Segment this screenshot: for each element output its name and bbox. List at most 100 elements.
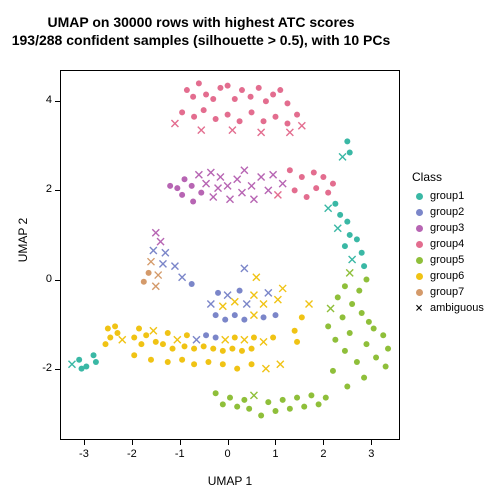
scatter-point-dot	[191, 114, 197, 120]
scatter-point-dot	[165, 359, 171, 365]
scatter-point-x	[150, 247, 157, 254]
legend-dot-icon	[412, 269, 426, 283]
legend-label: group3	[430, 222, 464, 234]
scatter-point-dot	[182, 176, 188, 182]
scatter-point-x	[270, 171, 277, 178]
scatter-point-dot	[210, 346, 216, 352]
scatter-point-x	[207, 169, 214, 176]
legend-item: group4	[412, 236, 498, 252]
scatter-point-dot	[299, 314, 305, 320]
scatter-point-dot	[225, 112, 231, 118]
scatter-point-x	[171, 263, 178, 270]
scatter-point-dot	[220, 361, 226, 367]
scatter-point-x	[179, 274, 186, 281]
y-tick	[55, 101, 60, 102]
scatter-point-x	[215, 185, 222, 192]
scatter-point-dot	[359, 310, 365, 316]
x-tick-label: 2	[308, 448, 338, 460]
scatter-point-dot	[344, 384, 350, 390]
scatter-point-dot	[229, 346, 235, 352]
scatter-point-dot	[356, 288, 362, 294]
scatter-point-dot	[93, 359, 99, 365]
x-tick	[228, 440, 229, 445]
scatter-point-x	[253, 274, 260, 281]
scatter-point-x	[152, 229, 159, 236]
x-tick-label: 1	[260, 448, 290, 460]
scatter-point-x	[210, 194, 217, 201]
scatter-point-dot	[330, 181, 336, 187]
scatter-point-dot	[182, 343, 188, 349]
scatter-point-x	[231, 298, 238, 305]
x-tick	[323, 440, 324, 445]
scatter-point-dot	[112, 323, 118, 329]
scatter-point-dot	[277, 87, 283, 93]
scatter-point-dot	[148, 357, 154, 363]
scatter-point-dot	[184, 87, 190, 93]
scatter-point-x	[260, 338, 267, 345]
scatter-point-x	[241, 336, 248, 343]
scatter-point-dot	[344, 138, 350, 144]
legend-label: group6	[430, 270, 464, 282]
scatter-point-dot	[363, 341, 369, 347]
scatter-svg	[60, 70, 400, 440]
scatter-point-dot	[203, 332, 209, 338]
scatter-point-dot	[272, 408, 278, 414]
scatter-point-dot	[191, 361, 197, 367]
scatter-point-dot	[373, 355, 379, 361]
scatter-point-dot	[234, 366, 240, 372]
scatter-point-dot	[323, 395, 329, 401]
scatter-point-dot	[332, 337, 338, 343]
scatter-point-dot	[189, 281, 195, 287]
scatter-point-dot	[340, 314, 346, 320]
scatter-point-dot	[270, 334, 276, 340]
scatter-point-dot	[359, 250, 365, 256]
scatter-point-x	[198, 127, 205, 134]
legend-label: group2	[430, 206, 464, 218]
scatter-point-x	[250, 312, 257, 319]
scatter-point-dot	[347, 149, 353, 155]
scatter-point-dot	[220, 348, 226, 354]
scatter-point-dot	[232, 334, 238, 340]
scatter-point-x	[250, 196, 257, 203]
scatter-point-dot	[265, 399, 271, 405]
chart-title-line1: UMAP on 30000 rows with highest ATC scor…	[0, 14, 402, 32]
scatter-point-dot	[371, 326, 377, 332]
x-axis-label: UMAP 1	[60, 474, 400, 488]
scatter-point-x	[222, 336, 229, 343]
scatter-point-dot	[102, 341, 108, 347]
scatter-point-dot	[301, 404, 307, 410]
scatter-point-dot	[234, 404, 240, 410]
scatter-point-dot	[179, 192, 185, 198]
scatter-point-dot	[361, 263, 367, 269]
scatter-point-x	[219, 303, 226, 310]
scatter-point-dot	[325, 190, 331, 196]
x-tick-label: 0	[213, 448, 243, 460]
legend-label: group1	[430, 190, 464, 202]
scatter-point-dot	[201, 107, 207, 113]
scatter-point-dot	[284, 100, 290, 106]
scatter-point-dot	[198, 190, 204, 196]
scatter-point-x	[325, 205, 332, 212]
scatter-point-dot	[383, 363, 389, 369]
scatter-point-x	[250, 392, 257, 399]
x-tick	[180, 440, 181, 445]
scatter-point-x	[147, 258, 154, 265]
scatter-point-x	[241, 265, 248, 272]
scatter-point-dot	[261, 118, 267, 124]
x-tick	[84, 440, 85, 445]
scatter-point-dot	[330, 368, 336, 374]
scatter-point-x	[229, 127, 236, 134]
scatter-point-x	[260, 301, 267, 308]
legend-dot-icon	[412, 205, 426, 219]
legend: Class group1group2group3group4group5grou…	[412, 170, 498, 316]
scatter-point-dot	[241, 317, 247, 323]
scatter-point-dot	[210, 96, 216, 102]
scatter-point-dot	[170, 346, 176, 352]
legend-label: group5	[430, 254, 464, 266]
scatter-point-x	[277, 361, 284, 368]
scatter-point-x	[334, 225, 341, 232]
scatter-point-dot	[237, 118, 243, 124]
scatter-point-dot	[237, 288, 243, 294]
scatter-point-dot	[344, 219, 350, 225]
scatter-point-dot	[311, 170, 317, 176]
